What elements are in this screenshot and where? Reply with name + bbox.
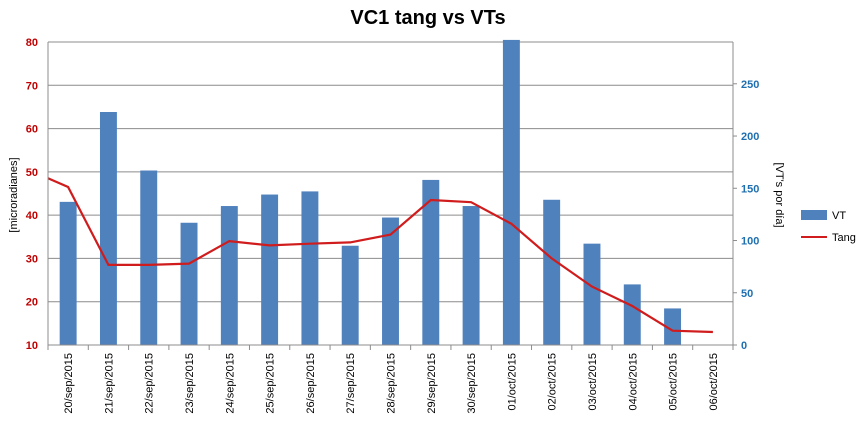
- legend-swatch-vt: [801, 210, 827, 220]
- bar-vt: [502, 39, 520, 346]
- bar-vt: [99, 112, 117, 345]
- right-tick-label: 150: [741, 183, 759, 195]
- left-tick-label: 30: [26, 253, 38, 265]
- left-tick-label: 60: [26, 124, 38, 136]
- x-tick-label: 26/sep/2015: [305, 353, 317, 414]
- x-tick-label: 02/oct/2015: [547, 353, 559, 411]
- bar-vt: [543, 199, 561, 345]
- right-axis-ticks: 0 50 100 150 200 250: [733, 79, 759, 352]
- axes: [47, 42, 734, 350]
- bar-vt: [422, 179, 440, 345]
- right-tick-label: 200: [741, 131, 759, 143]
- left-tick-label: 80: [26, 37, 38, 49]
- legend-label-vt: VT: [832, 210, 846, 222]
- legend: VT Tang: [801, 210, 856, 244]
- bar-vt: [382, 217, 399, 345]
- left-tick-label: 40: [26, 210, 38, 222]
- x-tick-label: 06/oct/2015: [708, 353, 720, 411]
- bar-vt: [180, 222, 198, 345]
- x-tick-label: 27/sep/2015: [345, 353, 357, 414]
- left-tick-label: 20: [26, 297, 38, 309]
- x-tick-label: 22/sep/2015: [144, 353, 156, 414]
- bar-vt: [623, 284, 641, 345]
- left-tick-label: 50: [26, 167, 38, 179]
- left-tick-label: 10: [26, 340, 38, 352]
- legend-label-tang: Tang: [832, 232, 856, 244]
- line-series-tang: [47, 177, 713, 334]
- left-axis-label: [microradianes]: [8, 157, 20, 232]
- right-tick-label: 250: [741, 79, 759, 91]
- chart-title: VC1 tang vs VTs: [350, 7, 505, 29]
- x-tick-label: 20/sep/2015: [63, 353, 75, 414]
- x-axis-ticks: 20/sep/2015 21/sep/2015 22/sep/2015 23/sep/…: [63, 353, 720, 414]
- bar-vt: [220, 206, 238, 345]
- line-tang: [47, 177, 713, 334]
- x-tick-label: 25/sep/2015: [265, 353, 277, 414]
- right-axis-label: [VT's por día]: [773, 162, 785, 227]
- left-tick-label: 70: [26, 80, 38, 92]
- x-tick-label: 30/sep/2015: [466, 353, 478, 414]
- bar-vt: [261, 194, 279, 345]
- left-axis-ticks: 10 20 30 40 50 60 70 80: [26, 37, 38, 352]
- right-tick-label: 50: [741, 288, 753, 300]
- bar-vt: [59, 201, 77, 345]
- bar-vt: [462, 206, 480, 345]
- bar-vt: [341, 245, 359, 345]
- x-tick-label: 04/oct/2015: [627, 353, 639, 411]
- x-tick-label: 01/oct/2015: [506, 353, 518, 411]
- bar-vt: [140, 170, 158, 345]
- bar-vt: [583, 243, 601, 345]
- right-tick-label: 100: [741, 236, 759, 248]
- x-tick-label: 29/sep/2015: [426, 353, 438, 414]
- right-tick-label: 0: [741, 340, 747, 352]
- x-tick-label: 28/sep/2015: [386, 353, 398, 414]
- x-tick-label: 23/sep/2015: [184, 353, 196, 414]
- x-tick-label: 03/oct/2015: [587, 353, 599, 411]
- bar-vt: [664, 308, 682, 345]
- x-tick-label: 21/sep/2015: [103, 353, 115, 414]
- x-tick-label: 24/sep/2015: [224, 353, 236, 414]
- x-tick-label: 05/oct/2015: [668, 353, 680, 411]
- bar-series-vt: [59, 39, 682, 346]
- bar-vt: [301, 191, 319, 345]
